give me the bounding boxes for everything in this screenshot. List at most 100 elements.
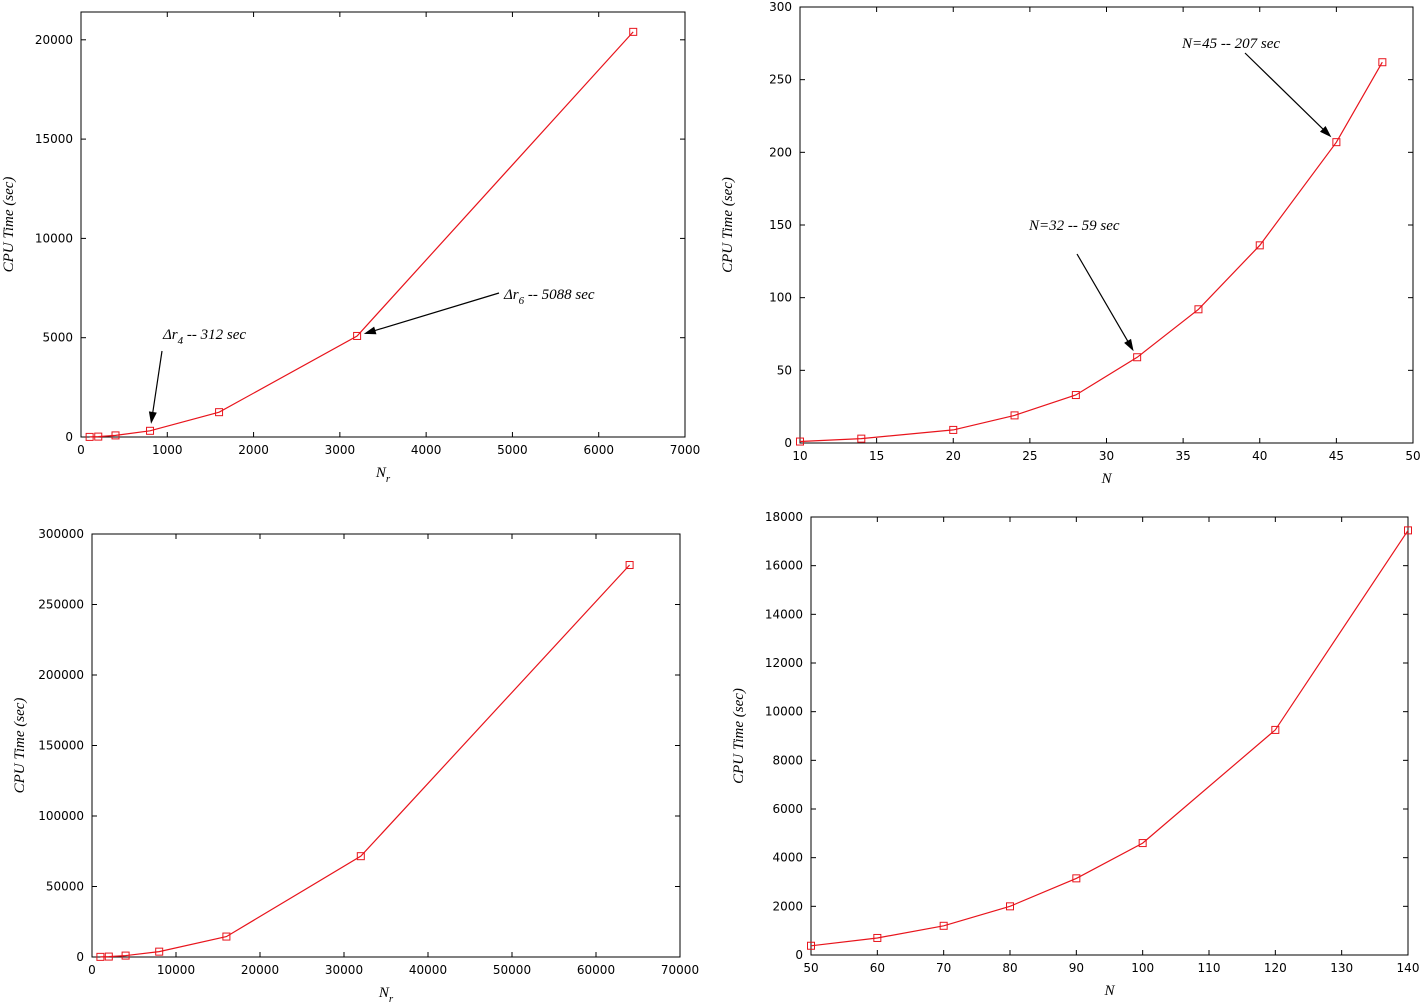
y-tick-label: 18000 <box>765 510 803 524</box>
data-point <box>222 932 231 941</box>
data-point <box>1138 839 1147 848</box>
annotation-arrowhead <box>1124 338 1134 352</box>
x-tick-label: 70000 <box>661 963 699 977</box>
data-point <box>111 431 120 440</box>
data-point <box>625 561 634 570</box>
chart-panel-3: 0 10000 20000 30000 40000 50000 60000 70000 0 500… <box>12 527 699 1002</box>
x-tick-label: 120 <box>1264 961 1287 975</box>
y-tick-label: 2000 <box>772 899 803 913</box>
y-tick-label: 150 <box>769 218 792 232</box>
x-tick-label: 60000 <box>577 963 615 977</box>
y-tick-label: 16000 <box>765 559 803 573</box>
y-tick-label: 100 <box>769 291 792 305</box>
series-line <box>100 564 631 958</box>
data-point <box>1133 353 1142 362</box>
series-line <box>810 530 1409 947</box>
x-tick-label: 50 <box>1405 449 1420 463</box>
x-tick-label: 110 <box>1198 961 1221 975</box>
y-tick-label: 100000 <box>38 809 84 823</box>
series-line <box>89 31 634 438</box>
annotation-arrow <box>1076 253 1132 347</box>
chart-panel-2: 10 15 20 25 30 35 40 45 50 0 50 100 150 200 250 300 N CPU… <box>720 0 1421 487</box>
x-tick-label: 45 <box>1329 449 1344 463</box>
x-axis-label: N <box>1103 983 1115 999</box>
data-point <box>807 941 815 950</box>
x-tick-label: 140 <box>1397 961 1420 975</box>
y-tick-label: 10000 <box>765 705 803 719</box>
annotation-arrowhead <box>363 326 377 335</box>
plot-frame <box>80 11 686 438</box>
y-tick-label: 200 <box>769 145 792 159</box>
x-tick-label: 70 <box>936 961 951 975</box>
data-point <box>857 434 866 443</box>
y-tick-label: 50000 <box>46 880 84 894</box>
annotation-arrow <box>151 350 163 419</box>
data-point <box>1271 725 1280 734</box>
x-tick-label: 0 <box>88 963 96 977</box>
x-tick-label: 1000 <box>152 443 183 457</box>
y-tick-label: 250 <box>769 73 792 87</box>
chart-panel-1: 0 1000 2000 3000 4000 5000 6000 7000 0 5000 10000 1… <box>1 11 701 485</box>
y-tick-label: 5000 <box>42 331 73 345</box>
data-point <box>1404 526 1412 535</box>
y-tick-label: 0 <box>65 430 73 444</box>
x-tick-label: 4000 <box>411 443 442 457</box>
annotation-text: Δr4 -- 312 sec <box>162 327 246 347</box>
data-point <box>1332 138 1341 147</box>
y-tick-label: 200000 <box>38 668 84 682</box>
x-axis-label: Nr <box>378 985 394 1002</box>
annotation-text: N=32 -- 59 sec <box>1028 218 1120 234</box>
data-point <box>873 933 882 942</box>
x-tick-label: 10 <box>792 449 807 463</box>
x-tick-label: 3000 <box>325 443 356 457</box>
y-tick-label: 6000 <box>772 802 803 816</box>
y-axis-label: CPU Time (sec) <box>1 177 17 273</box>
y-tick-label: 50 <box>777 363 792 377</box>
data-point <box>939 921 948 930</box>
y-tick-label: 14000 <box>765 607 803 621</box>
data-point <box>215 408 224 417</box>
y-tick-label: 10000 <box>35 231 73 245</box>
data-point <box>96 952 105 961</box>
x-tick-label: 50 <box>803 961 818 975</box>
y-tick-label: 0 <box>795 948 803 962</box>
y-tick-label: 12000 <box>765 656 803 670</box>
data-point <box>1006 902 1014 911</box>
x-tick-label: 20 <box>946 449 961 463</box>
x-tick-label: 7000 <box>670 443 701 457</box>
y-tick-label: 150000 <box>38 739 84 753</box>
data-point <box>356 852 365 861</box>
x-tick-label: 25 <box>1022 449 1037 463</box>
data-point <box>1255 241 1264 250</box>
x-tick-label: 130 <box>1330 961 1353 975</box>
plot-frame <box>810 516 1409 956</box>
x-tick-label: 10000 <box>157 963 195 977</box>
x-tick-label: 15 <box>869 449 884 463</box>
annotation-text: N=45 -- 207 sec <box>1181 36 1280 52</box>
annotation-text: Δr6 -- 5088 sec <box>503 287 595 307</box>
data-point <box>155 947 164 956</box>
data-point <box>146 426 155 435</box>
annotation-arrowhead <box>148 411 157 424</box>
data-point <box>1072 874 1081 883</box>
x-tick-label: 20000 <box>241 963 279 977</box>
x-tick-label: 30 <box>1099 449 1114 463</box>
x-axis-label: N <box>1100 471 1112 487</box>
annotation-arrowhead <box>1319 126 1332 138</box>
y-tick-label: 300 <box>769 0 792 14</box>
y-axis-label: CPU Time (sec) <box>720 177 736 273</box>
y-tick-label: 8000 <box>772 753 803 767</box>
x-tick-label: 80 <box>1002 961 1017 975</box>
data-point <box>85 432 94 441</box>
y-tick-label: 300000 <box>38 527 84 541</box>
x-tick-label: 50000 <box>493 963 531 977</box>
data-point <box>1378 58 1387 67</box>
data-point <box>121 951 130 960</box>
y-tick-label: 4000 <box>772 851 803 865</box>
data-point <box>94 432 103 441</box>
y-tick-label: 250000 <box>38 598 84 612</box>
x-tick-label: 5000 <box>497 443 528 457</box>
y-tick-label: 15000 <box>35 132 73 146</box>
